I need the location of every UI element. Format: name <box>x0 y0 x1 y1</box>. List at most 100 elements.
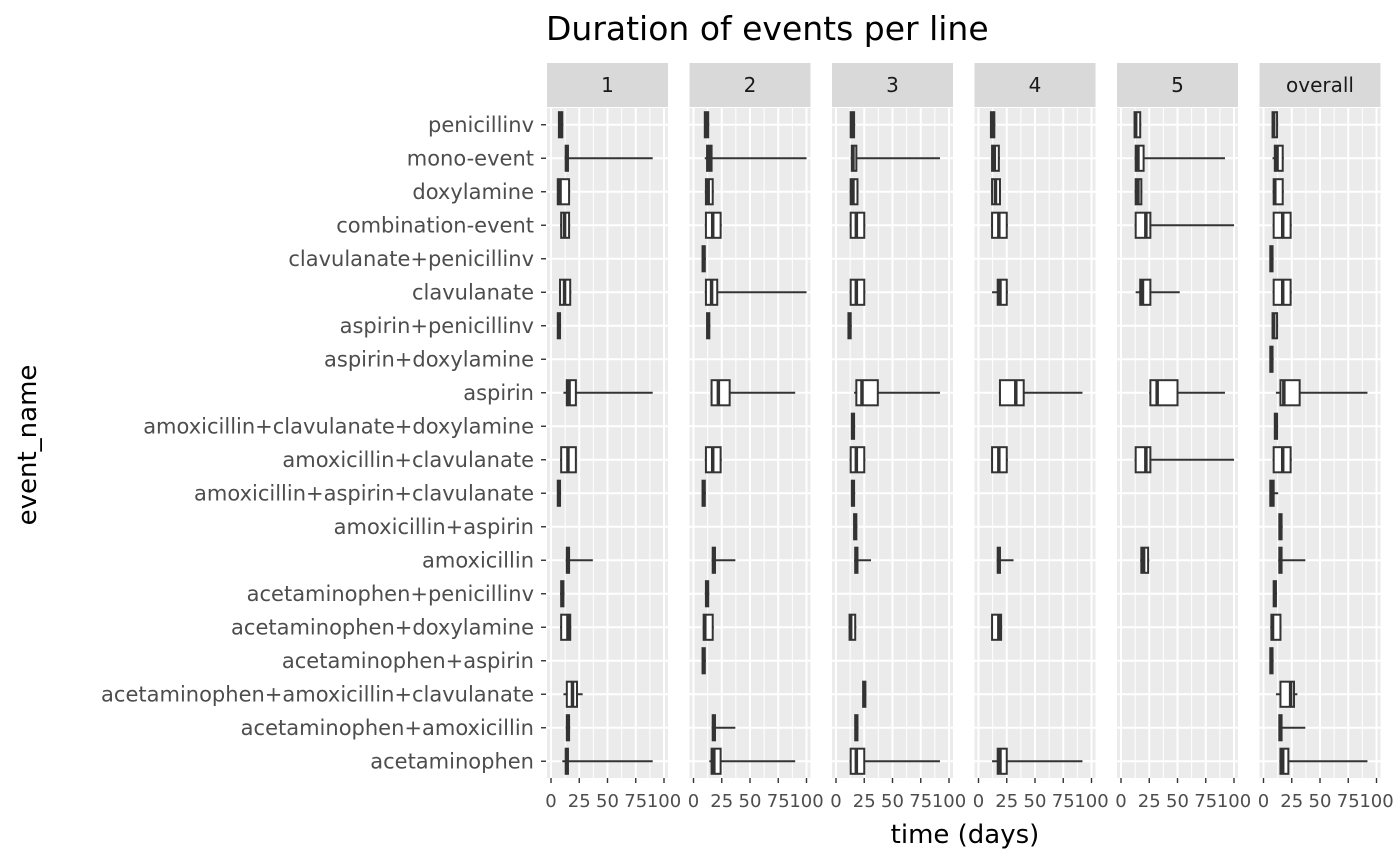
x-tick-label: 25 <box>710 791 733 812</box>
boxplot <box>989 111 996 139</box>
x-tick-label: 0 <box>1115 791 1126 812</box>
box-iqr <box>556 178 571 206</box>
boxplot <box>849 747 940 775</box>
box-iqr <box>1139 278 1152 306</box>
box-iqr <box>1149 379 1179 407</box>
facet-strip-label: 1 <box>601 73 614 97</box>
facet-panel: 4 0 25 50 75 100 <box>973 63 1109 812</box>
x-tick-label: 100 <box>1074 791 1108 812</box>
boxplot <box>1278 513 1283 541</box>
boxplot <box>1135 278 1180 306</box>
boxplot <box>563 680 583 708</box>
box-iqr <box>855 379 879 407</box>
x-tick-label: 50 <box>1309 791 1332 812</box>
box-iqr <box>565 379 577 407</box>
boxplot <box>862 680 867 708</box>
y-tick-label: penicillinv <box>428 113 534 137</box>
boxplot <box>560 613 572 641</box>
boxplot <box>1272 211 1292 239</box>
boxplot <box>560 446 577 474</box>
y-tick-label: acetaminophen+amoxicillin <box>241 716 534 740</box>
box-iqr <box>1134 211 1152 239</box>
facet-strip-label: 3 <box>886 73 899 97</box>
boxplot <box>560 580 565 608</box>
boxplot <box>711 546 736 574</box>
boxplot <box>1140 546 1150 574</box>
box-iqr <box>991 613 1003 641</box>
y-axis-title: event_name <box>13 365 43 526</box>
y-tick-label: aspirin <box>463 381 534 405</box>
facet-strip <box>1259 63 1381 107</box>
boxplot <box>704 446 722 474</box>
boxplot <box>1269 345 1274 373</box>
boxplot <box>1271 111 1279 139</box>
x-tick-label: 100 <box>789 791 823 812</box>
boxplot <box>990 446 1008 474</box>
boxplot <box>556 178 571 206</box>
boxplot <box>560 211 571 239</box>
boxplot <box>1275 680 1298 708</box>
x-tick-label: 100 <box>1359 791 1393 812</box>
y-tick-label: mono-event <box>407 146 534 170</box>
boxplot <box>710 379 796 407</box>
y-tick-label: combination-event <box>336 213 534 237</box>
boxplot <box>854 546 872 574</box>
x-tick-label: 0 <box>830 791 841 812</box>
boxplot <box>1269 647 1274 675</box>
facet-strip-label: 2 <box>744 73 757 97</box>
y-tick-label: clavulanate+penicillinv <box>288 247 534 271</box>
boxplot <box>704 278 807 306</box>
boxplot <box>996 546 1014 574</box>
y-tick-label: acetaminophen+aspirin <box>282 649 534 673</box>
boxplot <box>1272 178 1284 206</box>
boxplot <box>1134 211 1234 239</box>
boxplot <box>1134 144 1225 172</box>
boxplot <box>1270 613 1282 641</box>
box-iqr <box>560 613 572 641</box>
boxplot <box>702 613 714 641</box>
boxplot <box>1272 580 1278 608</box>
boxplot <box>557 111 564 139</box>
boxplot <box>992 747 1083 775</box>
y-tick-label: aspirin+penicillinv <box>340 314 534 338</box>
x-tick-label: 75 <box>1194 791 1217 812</box>
y-axis-category-labels: acetaminophen acetaminophen+amoxicillin ac… <box>101 113 546 773</box>
facet-strip <box>689 63 811 107</box>
boxplot <box>854 379 940 407</box>
boxplot <box>990 211 1008 239</box>
facet-strip-label: 4 <box>1029 73 1042 97</box>
boxplot <box>704 178 714 206</box>
boxplot <box>701 245 706 273</box>
facet-panel: 1 0 25 50 75 100 <box>545 63 681 812</box>
boxplot <box>565 714 571 742</box>
facet-panel: 2 0 25 50 75 100 <box>688 63 824 812</box>
x-tick-label: 25 <box>1138 791 1161 812</box>
boxplot <box>1275 379 1368 407</box>
x-tick-label: 25 <box>995 791 1018 812</box>
box-iqr <box>996 278 1008 306</box>
boxplot <box>1278 546 1306 574</box>
x-tick-label: 25 <box>1280 791 1303 812</box>
facet-strip <box>974 63 1096 107</box>
boxplot <box>854 714 859 742</box>
boxplot <box>992 278 1008 306</box>
x-tick-label: 25 <box>853 791 876 812</box>
facet-panel: overall 0 25 50 75 100 <box>1258 63 1394 812</box>
boxplot <box>1279 747 1368 775</box>
x-tick-label: 75 <box>767 791 790 812</box>
x-tick-label: 0 <box>545 791 556 812</box>
boxplot <box>849 211 866 239</box>
boxplot <box>853 513 858 541</box>
x-tick-label: 75 <box>1052 791 1075 812</box>
boxplot <box>849 278 866 306</box>
x-tick-label: 100 <box>647 791 681 812</box>
boxplot <box>1272 446 1292 474</box>
x-tick-label: 0 <box>973 791 984 812</box>
y-tick-label: acetaminophen <box>370 749 534 773</box>
x-tick-label: 75 <box>1337 791 1360 812</box>
x-tick-label: 50 <box>739 791 762 812</box>
boxplot <box>849 178 859 206</box>
boxplot <box>850 479 856 507</box>
